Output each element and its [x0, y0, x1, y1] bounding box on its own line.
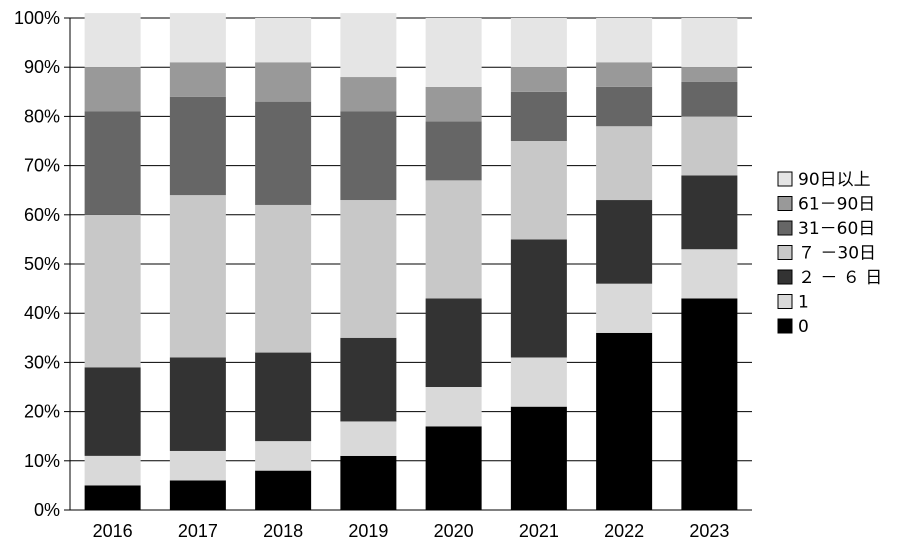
bar-segment — [255, 62, 312, 102]
bar-segment — [169, 62, 226, 97]
bar-segment — [510, 91, 567, 141]
bar-segment — [340, 455, 397, 510]
bar-segment — [425, 121, 482, 181]
bar-segment — [510, 357, 567, 407]
bar-segment — [425, 86, 482, 122]
bar-segment — [169, 450, 226, 481]
bar-segment — [84, 485, 141, 510]
bar-segment — [169, 357, 226, 451]
bar-segment — [425, 180, 482, 299]
y-tick-label: 40% — [24, 303, 60, 323]
bar-segment — [255, 441, 312, 471]
bar-segment — [255, 352, 312, 442]
bar-segment — [681, 249, 738, 299]
legend-label: 1 — [798, 293, 809, 313]
bar-stacks — [84, 13, 738, 510]
legend-label: 61－90日 — [798, 195, 875, 215]
legend-label: ７ －30日 — [798, 244, 876, 264]
bar-segment — [340, 13, 397, 78]
legend-label: 31－60日 — [798, 219, 875, 239]
bar-segment — [425, 298, 482, 387]
bar-segment — [510, 141, 567, 240]
bar-segment — [340, 77, 397, 112]
legend-swatch — [777, 294, 793, 309]
bar-segment — [681, 81, 738, 117]
x-tick-label: 2021 — [519, 521, 559, 541]
bar-segment — [681, 298, 738, 510]
y-tick-label: 10% — [24, 451, 60, 471]
bar-segment — [510, 67, 567, 92]
x-tick-label: 2022 — [604, 521, 644, 541]
bar-segment — [84, 13, 141, 68]
bar-segment — [340, 337, 397, 422]
bar-segment — [425, 426, 482, 510]
legend: 90日以上 61－90日 31－60日 ７ －30日 ２ － ６ 日 1 0 — [777, 170, 882, 337]
legend-label: 90日以上 — [798, 170, 871, 190]
legend-swatch — [777, 269, 793, 285]
y-tick-label: 20% — [24, 402, 60, 422]
bar-segment — [596, 126, 653, 201]
y-tick-label: 90% — [24, 57, 60, 77]
legend-label: ２ － ６ 日 — [798, 268, 882, 288]
bar-segment — [596, 62, 653, 87]
y-tick-label: 60% — [24, 205, 60, 225]
bar-segment — [84, 214, 141, 368]
legend-swatch — [777, 245, 793, 260]
bar-segment — [84, 455, 141, 486]
bar-segment — [425, 387, 482, 427]
bar-segment — [84, 367, 141, 456]
legend-swatch — [777, 318, 793, 334]
bar-segment — [255, 470, 312, 510]
bar-segment — [596, 18, 653, 63]
bar-segment — [681, 116, 738, 176]
bar-segment — [340, 200, 397, 338]
bar-segment — [169, 96, 226, 196]
bar-segment — [84, 111, 141, 215]
bar-segment — [681, 18, 738, 68]
bar-segment — [510, 239, 567, 358]
x-tick-label: 2020 — [434, 521, 474, 541]
bar-segment — [596, 200, 653, 284]
bar-segment — [255, 204, 312, 353]
y-tick-label: 70% — [24, 156, 60, 176]
bar-segment — [84, 67, 141, 112]
y-tick-label: 50% — [24, 254, 60, 274]
bar-segment — [596, 283, 653, 333]
bar-segment — [255, 18, 312, 63]
bar-segment — [169, 480, 226, 510]
bar-segment — [596, 332, 653, 510]
bar-segment — [510, 18, 567, 68]
bar-segment — [169, 13, 226, 63]
x-axis-tick-labels: 2016 2017 2018 2019 2020 2021 2022 2023 — [93, 521, 730, 541]
x-tick-label: 2017 — [178, 521, 218, 541]
y-axis-tick-labels: 0% 10% 20% 30% 40% 50% 60% 70% 80% 90% 100% — [14, 8, 60, 520]
y-tick-label: 0% — [34, 500, 60, 520]
legend-swatch — [777, 171, 793, 187]
bar-segment — [340, 421, 397, 456]
legend-swatch — [777, 196, 793, 211]
bar-segment — [596, 86, 653, 127]
y-tick-label: 100% — [14, 8, 60, 28]
axes — [64, 17, 71, 511]
bar-segment — [681, 175, 738, 250]
bar-segment — [255, 101, 312, 205]
bar-segment — [510, 406, 567, 510]
y-tick-label: 80% — [24, 106, 60, 126]
bar-segment — [340, 111, 397, 201]
x-tick-label: 2018 — [263, 521, 303, 541]
x-tick-label: 2023 — [689, 521, 729, 541]
legend-label: 0 — [798, 317, 809, 337]
y-tick-label: 30% — [24, 352, 60, 372]
x-tick-label: 2019 — [348, 521, 388, 541]
bar-segment — [681, 67, 738, 82]
bar-segment — [169, 195, 226, 358]
x-tick-label: 2016 — [93, 521, 133, 541]
bar-segment — [425, 18, 482, 87]
legend-swatch — [777, 220, 793, 236]
